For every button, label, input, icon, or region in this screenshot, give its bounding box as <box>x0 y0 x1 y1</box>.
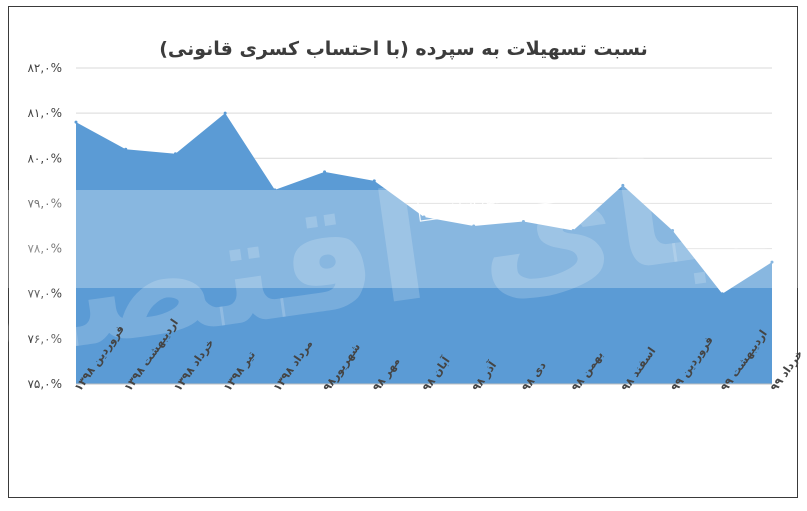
data-point <box>671 229 675 233</box>
data-point <box>273 188 277 192</box>
data-point <box>770 260 774 264</box>
data-point <box>223 111 227 115</box>
area-series <box>76 113 772 385</box>
chart-title: نسبت تسهیلات به سپرده (با احتساب کسری قا… <box>159 38 648 60</box>
y-tick-label: ۸۲,۰% <box>27 61 62 75</box>
data-point <box>621 183 625 187</box>
data-point <box>124 147 128 151</box>
data-points <box>74 111 774 296</box>
y-axis-ticks: ۷۵,۰% ۷۶,۰% ۷۷,۰% ۷۸,۰% ۷۹,۰% ۸۰,۰% ۸۱,۰% ۸۲,۰% <box>27 61 62 391</box>
data-point <box>422 215 426 219</box>
data-point <box>521 219 525 223</box>
data-point <box>74 120 78 124</box>
data-point <box>372 179 376 183</box>
y-tick-label: ۷۷,۰% <box>27 287 62 301</box>
data-point <box>571 229 575 233</box>
x-tick-label: خرداد ۹۹ <box>768 348 806 394</box>
watermark-label-box <box>416 174 580 222</box>
data-point <box>173 152 177 156</box>
data-point <box>720 292 724 296</box>
watermark-banner <box>8 190 798 288</box>
y-tick-label: ۷۵,۰% <box>27 377 62 391</box>
data-point <box>472 224 476 228</box>
y-tick-label: ۸۱,۰% <box>27 106 62 120</box>
y-tick-label: ۸۰,۰% <box>27 151 62 165</box>
y-tick-label: ۷۸,۰% <box>27 242 62 256</box>
data-point <box>323 170 327 174</box>
y-tick-label: ۷۹,۰% <box>27 196 62 210</box>
y-tick-label: ۷۶,۰% <box>27 332 62 346</box>
